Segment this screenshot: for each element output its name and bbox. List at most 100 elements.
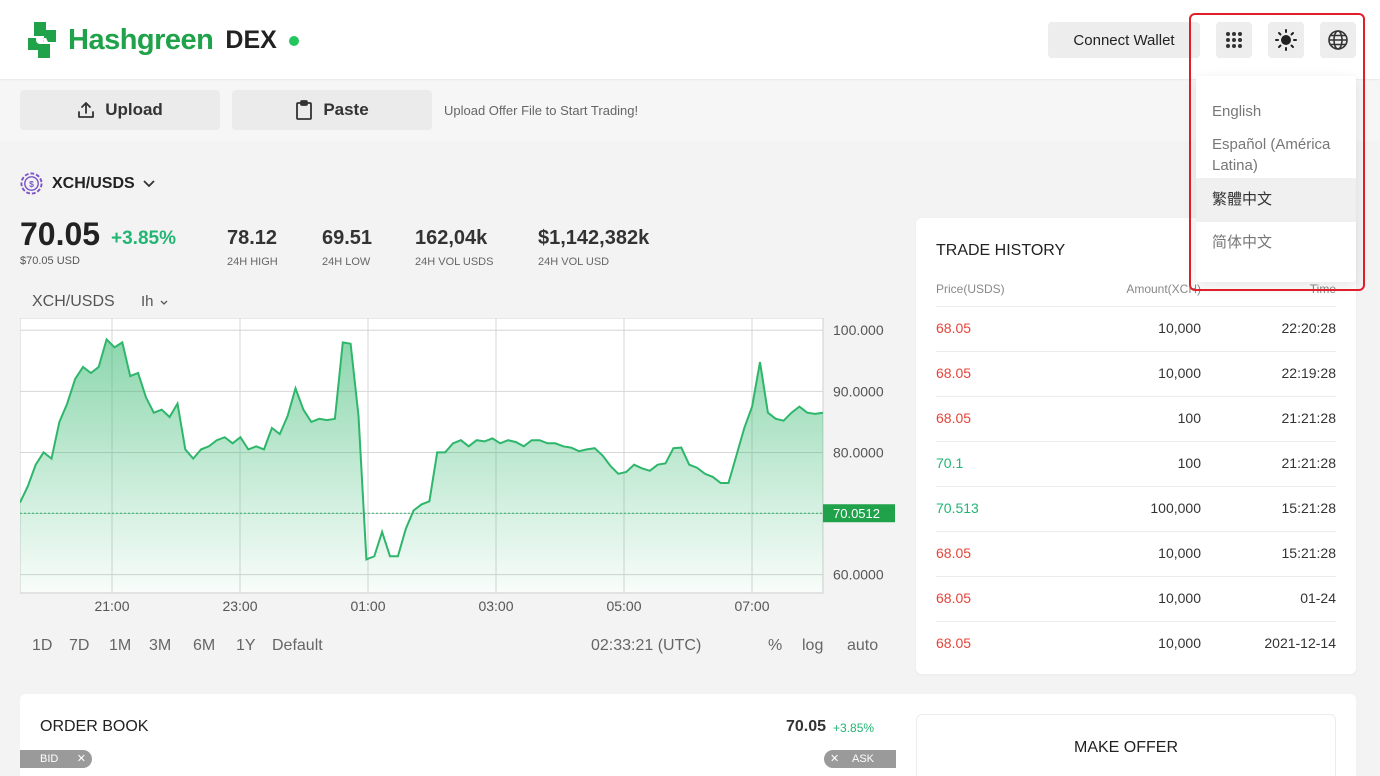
trade-row: 68.05 100 21:21:28 xyxy=(936,396,1336,441)
hashgreen-logo-icon xyxy=(28,22,56,58)
bid-label: BID xyxy=(40,753,59,765)
trade-price: 68.05 xyxy=(936,410,972,426)
utc-time: 02:33:21 (UTC) xyxy=(591,637,702,654)
trade-time: 22:19:28 xyxy=(1281,365,1337,381)
trade-time: 15:21:28 xyxy=(1281,545,1337,561)
scale-log[interactable]: log xyxy=(802,637,824,654)
trade-price: 70.1 xyxy=(936,455,964,471)
trade-time: 2021-12-14 xyxy=(1264,635,1336,651)
upload-icon xyxy=(78,102,95,118)
chevron-down-icon xyxy=(143,179,155,187)
stat-value: 162,04k xyxy=(415,227,488,249)
theme-toggle-button[interactable] xyxy=(1268,22,1304,58)
trade-price: 68.05 xyxy=(936,590,972,606)
brand-logo[interactable]: Hashgreen DEX xyxy=(20,20,299,60)
trade-row: 68.05 10,000 2021-12-14 xyxy=(936,621,1336,666)
status-dot xyxy=(288,36,299,46)
stat-label: 24H HIGH xyxy=(227,256,278,268)
language-option-english[interactable]: English xyxy=(1212,103,1262,120)
language-option-espanol[interactable]: Español (América Latina) xyxy=(1212,136,1331,174)
stat-value: 78.12 xyxy=(227,227,278,249)
x-tick-label: 21:00 xyxy=(94,598,129,614)
language-menu: English Español (América Latina) 繁體中文 简体… xyxy=(1196,76,1356,282)
trade-amount: 10,000 xyxy=(1158,590,1201,606)
y-tick-label: 80.0000 xyxy=(833,444,884,460)
col-header-amount: Amount(XCH) xyxy=(1126,282,1201,296)
x-tick-label: 07:00 xyxy=(734,598,769,614)
stat-24h-low: 69.51 24H LOW xyxy=(322,227,372,268)
trade-time: 01-24 xyxy=(1300,590,1336,606)
stat-24h-high: 78.12 24H HIGH xyxy=(227,227,278,268)
pair-selector[interactable]: $ XCH/USDS xyxy=(20,172,155,195)
trade-amount: 10,000 xyxy=(1158,320,1201,336)
trade-amount: 10,000 xyxy=(1158,545,1201,561)
y-tick-label: 90.0000 xyxy=(833,383,884,399)
trade-time: 21:21:28 xyxy=(1281,455,1337,471)
x-tick-label: 01:00 xyxy=(350,598,385,614)
upload-button[interactable]: Upload xyxy=(20,90,220,130)
trade-row: 68.05 10,000 15:21:28 xyxy=(936,531,1336,576)
close-icon[interactable]: ✕ xyxy=(830,753,840,765)
chart-pair-tab[interactable]: XCH/USDS xyxy=(32,293,115,310)
trade-time: 15:21:28 xyxy=(1281,500,1337,516)
stat-value: $1,142,382k xyxy=(538,227,650,249)
trade-row: 68.05 10,000 22:19:28 xyxy=(936,351,1336,396)
current-price-label: 70.0512 xyxy=(833,506,880,521)
trade-price: 68.05 xyxy=(936,545,972,561)
price-line xyxy=(20,337,824,561)
range-7d[interactable]: 7D xyxy=(69,637,90,654)
sun-icon xyxy=(1275,29,1297,51)
y-tick-label: 100.000 xyxy=(833,322,884,338)
current-price-marker: 70.0512 xyxy=(823,504,895,523)
trade-history-panel: TRADE HISTORY Price(USDS) Amount(XCH) Ti… xyxy=(916,218,1356,674)
paste-button[interactable]: Paste xyxy=(232,90,432,130)
language-button[interactable] xyxy=(1320,22,1356,58)
range-6m[interactable]: 6M xyxy=(193,637,216,654)
range-default[interactable]: Default xyxy=(272,637,323,654)
trade-price: 68.05 xyxy=(936,320,972,336)
trade-time: 21:21:28 xyxy=(1281,410,1337,426)
interval-selector[interactable]: Ih xyxy=(141,293,168,310)
range-1d[interactable]: 1D xyxy=(32,637,53,654)
order-book-change: +3.85% xyxy=(833,721,875,735)
scale-percent[interactable]: % xyxy=(768,637,783,654)
trade-price: 68.05 xyxy=(936,635,972,651)
range-1m[interactable]: 1M xyxy=(109,637,132,654)
clipboard-icon xyxy=(296,100,313,120)
order-book-title: ORDER BOOK xyxy=(40,718,149,735)
ask-filter-tag[interactable]: ✕ ASK xyxy=(824,750,896,768)
trade-row: 70.1 100 21:21:28 xyxy=(936,441,1336,486)
order-book-panel: ORDER BOOK 70.05 +3.85% BID ✕ ✕ ASK MAKE… xyxy=(20,694,1356,776)
upload-bar: Upload Paste Upload Offer File to Start … xyxy=(0,81,1380,141)
last-price: 70.05 xyxy=(20,216,101,252)
language-option-simplified-chinese[interactable]: 简体中文 xyxy=(1212,234,1273,251)
product-name: DEX xyxy=(225,25,277,54)
trade-amount: 10,000 xyxy=(1158,635,1201,651)
trade-row: 70.513 100,000 15:21:28 xyxy=(936,486,1336,531)
trade-history-title: TRADE HISTORY xyxy=(936,242,1066,259)
trade-amount: 100 xyxy=(1177,410,1201,426)
y-tick-label: 60.0000 xyxy=(833,567,884,583)
trade-price: 68.05 xyxy=(936,365,972,381)
stat-label: 24H VOL USDS xyxy=(415,256,494,268)
price-usd: $70.05 USD xyxy=(20,255,80,267)
bid-filter-tag[interactable]: BID ✕ xyxy=(20,750,92,768)
trade-time: 22:20:28 xyxy=(1281,320,1337,336)
paste-label: Paste xyxy=(323,100,369,119)
language-option-traditional-chinese[interactable]: 繁體中文 xyxy=(1196,178,1356,222)
trade-row: 68.05 10,000 01-24 xyxy=(936,576,1336,621)
connect-wallet-button[interactable]: Connect Wallet xyxy=(1048,22,1200,58)
apps-button[interactable] xyxy=(1216,22,1252,58)
range-3m[interactable]: 3M xyxy=(149,637,172,654)
upload-label: Upload xyxy=(105,100,163,119)
trade-amount: 10,000 xyxy=(1158,365,1201,381)
trade-amount: 100 xyxy=(1177,455,1201,471)
x-tick-label: 05:00 xyxy=(606,598,641,614)
top-header: Hashgreen DEX Connect Wallet xyxy=(0,0,1380,80)
trade-amount: 100,000 xyxy=(1150,500,1201,516)
grid-icon xyxy=(1226,32,1242,48)
price-chart[interactable]: 21:00 23:00 01:00 03:00 05:00 07:00 100.000 90… xyxy=(20,318,900,628)
scale-auto[interactable]: auto xyxy=(847,637,879,654)
range-1y[interactable]: 1Y xyxy=(236,637,256,654)
close-icon[interactable]: ✕ xyxy=(76,753,86,765)
